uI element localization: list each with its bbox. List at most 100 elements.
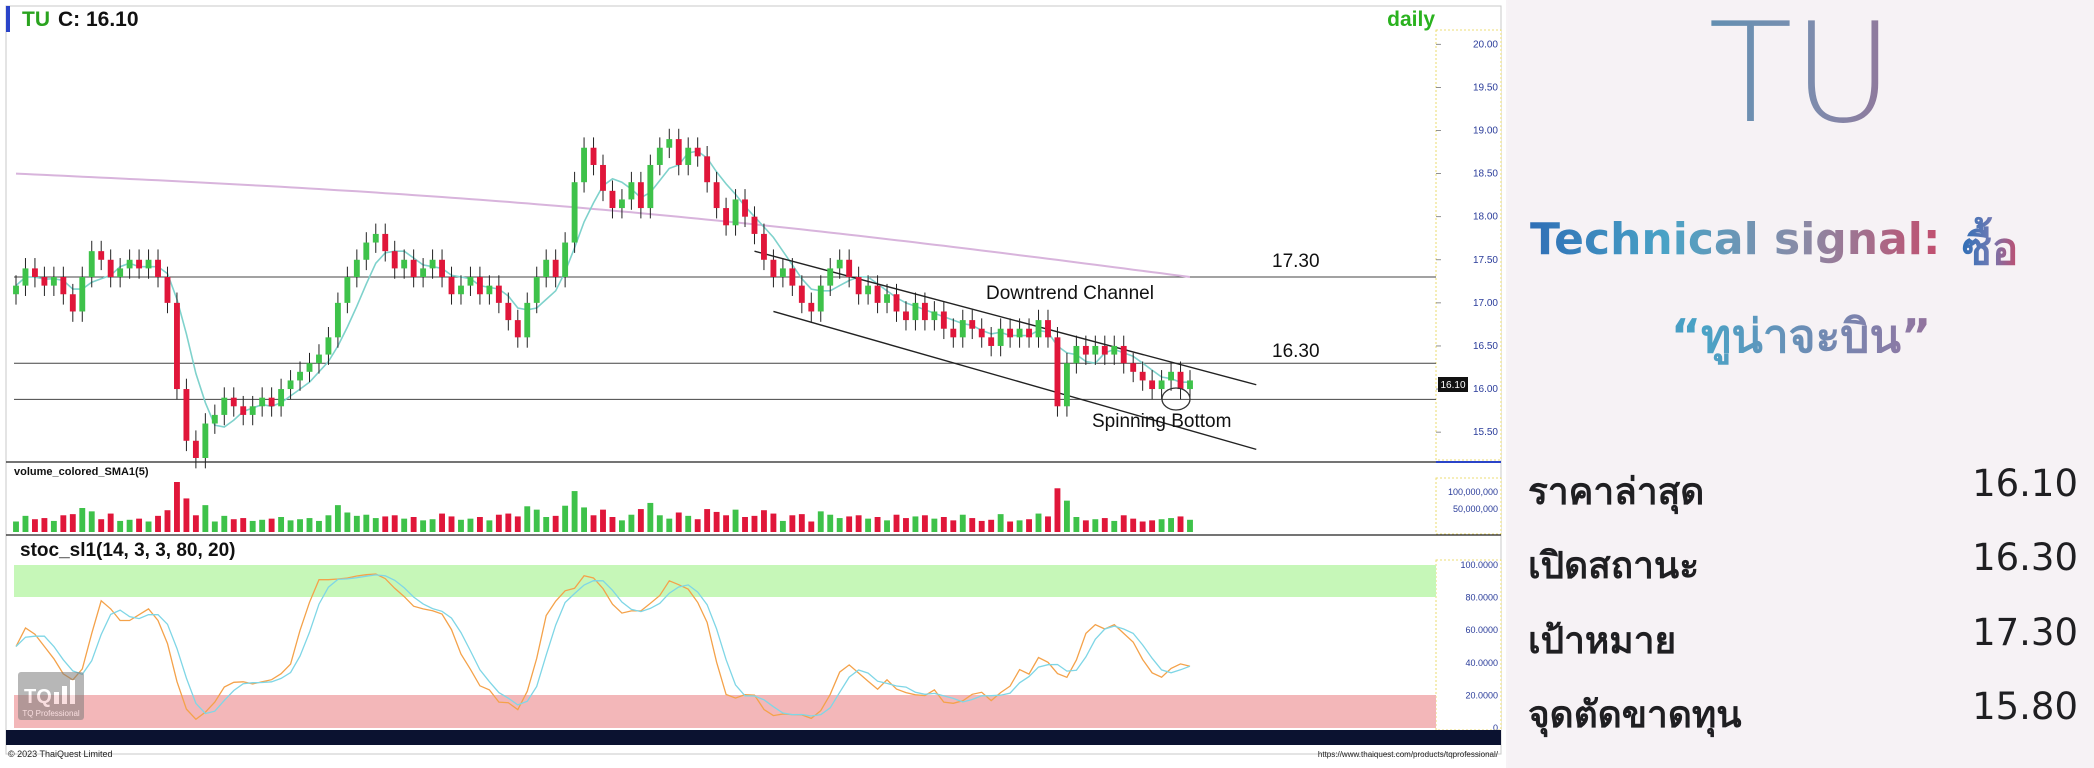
price-tick-label: 15.50 — [1473, 427, 1498, 438]
candle-body — [694, 147, 701, 157]
candle-body — [931, 311, 938, 321]
volume-bar — [666, 518, 673, 532]
volume-bar — [32, 519, 38, 532]
volume-bar — [211, 521, 218, 532]
price-tick-label: 17.50 — [1473, 255, 1498, 266]
volume-bar — [505, 513, 512, 532]
candle-body — [316, 354, 322, 364]
copyright-text: © 2023 ThaiQuest Limited — [8, 749, 113, 759]
candle-body — [619, 199, 625, 209]
candle-body — [770, 259, 777, 278]
candle-body — [240, 406, 247, 415]
stock-chart-panel[interactable]: 20.00 19.50 19.00 18.50 18.00 17.50 17.00 16.50… — [0, 0, 1506, 768]
volume-bar — [107, 513, 114, 532]
spinning-bottom-marker — [1161, 387, 1191, 411]
candle-body — [22, 268, 29, 286]
candle-body — [211, 414, 218, 424]
volume-bar — [22, 515, 29, 532]
volume-bar — [230, 519, 237, 532]
volume-bar — [884, 520, 890, 532]
candle-body — [505, 302, 512, 321]
volume-bar — [675, 512, 682, 532]
volume-bar — [88, 511, 95, 532]
candle-body — [675, 139, 682, 165]
candle-body — [817, 285, 824, 312]
volume-tick-label: 100,000,000 — [1448, 487, 1498, 497]
signal-side-panel: TU Technical signal: ซื้อ “ทูน่าจะบิน” ร… — [1508, 0, 2094, 768]
volume-bar — [978, 520, 985, 532]
source-url-text[interactable]: https://www.thaiquest.com/products/tqpro… — [1318, 750, 1499, 759]
volume-bar — [117, 520, 124, 532]
candle-body — [656, 147, 663, 165]
candle-body — [439, 259, 445, 278]
candle-body — [476, 277, 483, 295]
volume-bar — [921, 515, 928, 532]
chart-canvas[interactable]: 20.00 19.50 19.00 18.50 18.00 17.50 17.00 16.50… — [0, 0, 1506, 768]
volume-bar — [495, 514, 502, 532]
spinning-bottom-label: Spinning Bottom — [1092, 411, 1231, 432]
candle-body — [950, 328, 957, 338]
tq-professional-logo: TQ TQ Professional — [18, 672, 84, 720]
chart-frame — [5, 5, 1502, 755]
candle-body — [420, 268, 427, 278]
volume-bar — [448, 516, 455, 532]
candle-body — [893, 294, 900, 312]
stoch-axis-ticks: 100.0000 80.0000 60.0000 40.0000 20.0000 0 — [1460, 560, 1498, 733]
volume-bar — [647, 502, 654, 532]
volume-bar — [1168, 518, 1174, 532]
overbought-zone — [14, 565, 1436, 597]
volume-bar — [789, 515, 796, 532]
candle-body — [382, 233, 389, 252]
stat-label: ราคาล่าสุด — [1528, 470, 1705, 513]
candle-body — [306, 363, 313, 372]
stoch-tick-label: 0 — [1493, 723, 1498, 733]
price-axis — [1435, 29, 1502, 461]
candle-body — [41, 277, 48, 286]
stat-label: จุดตัดขาดทุน — [1528, 693, 1742, 736]
candle-body — [1168, 371, 1174, 381]
volume-bar — [552, 515, 559, 532]
volume-bar — [467, 518, 474, 532]
volume-bar — [126, 519, 133, 532]
volume-bar — [1092, 519, 1099, 532]
volume-bar — [79, 508, 86, 532]
candle-body — [495, 285, 502, 303]
price-tick-label: 16.50 — [1473, 341, 1498, 352]
volume-bar — [903, 518, 909, 532]
candle-body — [486, 285, 493, 295]
candle-body — [742, 199, 748, 217]
volume-bar — [817, 511, 824, 532]
stat-value: 16.10 — [1972, 462, 2078, 505]
candle-body — [969, 320, 976, 329]
candle-body — [1092, 345, 1099, 355]
stoch-tick-label: 80.0000 — [1465, 593, 1498, 603]
candle-body — [1111, 345, 1118, 355]
volume-bar — [656, 515, 663, 532]
volume-tick-label: 50,000,000 — [1453, 504, 1498, 514]
candle-body — [533, 277, 540, 303]
candle-body — [401, 259, 408, 269]
volume-bar — [372, 518, 379, 532]
long-ma-line — [15, 172, 1191, 278]
candle-body — [1063, 363, 1070, 407]
volume-bar — [798, 514, 805, 532]
stat-row-stop-loss: จุดตัดขาดทุน 15.80 — [1528, 685, 2078, 745]
stat-value: 17.30 — [1972, 611, 2078, 654]
stat-row-last-price: ราคาล่าสุด 16.10 — [1528, 462, 2078, 522]
candle-body — [903, 311, 909, 321]
candlestick-series — [13, 128, 1193, 469]
volume-bar — [420, 520, 427, 532]
volume-bar — [486, 520, 493, 532]
channel-lower-line — [773, 310, 1257, 451]
timeframe-label[interactable]: daily — [1387, 8, 1435, 31]
price-tick-label: 19.00 — [1473, 125, 1498, 136]
candle-body — [372, 233, 379, 243]
volume-bar — [732, 509, 739, 532]
volume-bar — [761, 510, 767, 532]
svg-text:TQ: TQ — [24, 686, 52, 708]
volume-bar — [439, 513, 445, 532]
volume-bar — [363, 514, 370, 532]
candle-body — [751, 216, 758, 234]
candle-body — [524, 302, 531, 338]
candle-body — [855, 277, 862, 295]
